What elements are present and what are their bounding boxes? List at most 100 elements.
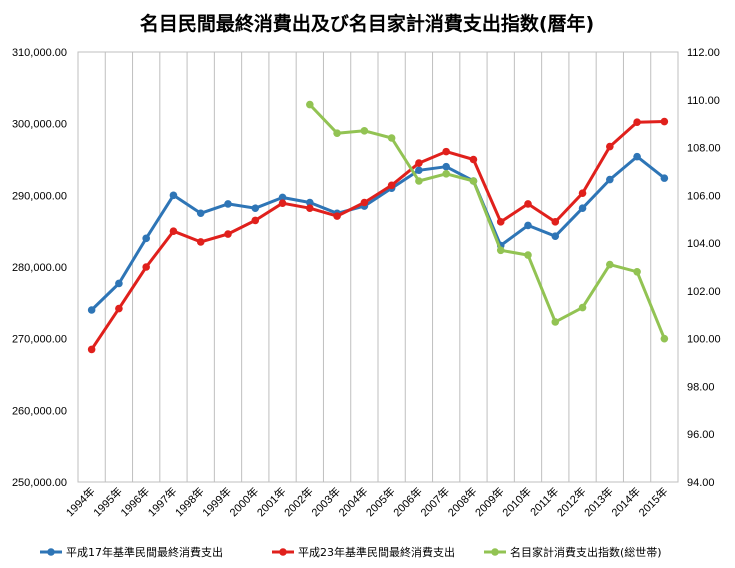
data-point — [87, 345, 96, 354]
series-line — [90, 120, 665, 351]
legend-swatch-marker — [47, 548, 55, 556]
x-tick-label: 2010年 — [499, 484, 534, 519]
data-point — [578, 189, 587, 197]
x-tick-label: 2011年 — [527, 484, 561, 518]
data-point — [469, 177, 478, 185]
x-tick-label: 2007年 — [417, 484, 452, 519]
data-point — [578, 303, 587, 312]
data-point — [442, 162, 450, 171]
right-tick-label: 108.00 — [687, 143, 721, 155]
x-tick-label: 1996年 — [117, 484, 152, 519]
left-tick-label: 300,000.00 — [12, 119, 67, 131]
x-tick-label: 2001年 — [254, 484, 289, 519]
right-tick-label: 98.00 — [687, 381, 715, 393]
right-tick-label: 102.00 — [687, 286, 721, 298]
legend-item: 平成17年基準民間最終消費支出 — [40, 545, 223, 559]
data-point — [224, 200, 232, 208]
series-3 — [306, 100, 669, 343]
x-tick-label: 1995年 — [90, 484, 125, 519]
x-tick-label: 1999年 — [199, 484, 234, 519]
right-tick-label: 94.00 — [687, 477, 715, 489]
x-tick-label: 2005年 — [363, 484, 398, 519]
data-point — [415, 177, 423, 185]
x-tick-label: 1997年 — [145, 484, 180, 519]
x-tick-label: 2003年 — [308, 484, 343, 519]
data-point — [660, 174, 669, 182]
right-tick-label: 104.00 — [687, 238, 721, 250]
data-point — [606, 175, 614, 184]
series-2 — [87, 117, 669, 354]
left-axis: 250,000.00 260,000.00 270,000.00 280,000.00… — [12, 47, 67, 489]
right-tick-label: 106.00 — [687, 190, 721, 202]
x-tick-label: 1994年 — [63, 484, 98, 519]
left-tick-label: 260,000.00 — [12, 405, 67, 417]
grid — [104, 52, 652, 482]
x-tick-label: 1998年 — [172, 484, 207, 519]
data-point — [360, 127, 369, 135]
legend-label: 名目家計消費支出指数(総世帯) — [510, 545, 662, 559]
left-tick-label: 250,000.00 — [12, 477, 67, 489]
legend-item: 名目家計消費支出指数(総世帯) — [484, 545, 662, 559]
left-tick-label: 310,000.00 — [12, 47, 67, 59]
data-point — [169, 227, 178, 235]
right-tick-label: 112.00 — [687, 47, 720, 59]
right-tick-label: 100.00 — [687, 334, 721, 346]
data-point — [415, 166, 423, 175]
data-point — [633, 152, 641, 161]
data-point — [496, 218, 505, 226]
data-point — [169, 191, 178, 200]
data-point — [333, 212, 341, 220]
x-tick-label: 2014年 — [608, 484, 643, 519]
data-point — [442, 147, 450, 156]
data-point — [551, 318, 560, 326]
data-point — [115, 279, 123, 288]
x-tick-label: 2009年 — [472, 484, 507, 519]
data-point — [224, 230, 232, 238]
data-point — [387, 181, 396, 190]
right-axis: 94.00 96.00 98.00 100.00 102.00 104.00 106.00 1… — [687, 47, 721, 489]
data-point — [442, 170, 450, 178]
x-tick-label: 2015年 — [635, 484, 670, 519]
legend-label: 平成17年基準民間最終消費支出 — [66, 545, 223, 559]
data-point — [524, 200, 532, 208]
legend: 平成17年基準民間最終消費支出 平成23年基準民間最終消費支出 名目家計消費支出指数… — [40, 545, 662, 559]
data-point — [142, 263, 150, 271]
right-tick-label: 110.00 — [687, 95, 720, 107]
data-point — [251, 216, 260, 225]
data-point — [524, 221, 532, 230]
data-point — [387, 134, 396, 142]
x-axis: 1994年1995年1996年1997年1998年1999年2000年2001年… — [63, 484, 671, 519]
series — [87, 100, 669, 354]
series-line — [308, 103, 666, 340]
x-tick-label: 2013年 — [581, 484, 616, 519]
data-point — [633, 267, 641, 276]
x-tick-label: 2012年 — [554, 484, 589, 519]
data-point — [660, 117, 669, 126]
data-point — [415, 159, 423, 167]
data-point — [196, 238, 205, 246]
left-tick-label: 270,000.00 — [12, 334, 67, 346]
data-point — [606, 142, 614, 151]
legend-swatch-marker — [279, 548, 287, 556]
data-point — [469, 155, 478, 164]
data-point — [333, 129, 341, 138]
x-tick-label: 2002年 — [281, 484, 316, 519]
data-point — [251, 204, 260, 213]
legend-label: 平成23年基準民間最終消費支出 — [298, 545, 455, 559]
data-point — [306, 198, 314, 207]
data-point — [87, 306, 96, 314]
data-point — [278, 199, 287, 208]
x-tick-label: 2004年 — [335, 484, 370, 519]
data-point — [196, 209, 205, 218]
data-point — [660, 334, 669, 343]
data-point — [306, 100, 314, 109]
data-point — [306, 204, 314, 213]
data-point — [360, 198, 369, 207]
series-line — [90, 155, 666, 312]
data-point — [633, 118, 641, 127]
chart-title: 名目民間最終消費出及び名目家計消費支出指数(暦年) — [140, 12, 594, 35]
left-tick-label: 280,000.00 — [12, 262, 67, 274]
data-point — [115, 304, 123, 313]
data-point — [551, 218, 560, 226]
